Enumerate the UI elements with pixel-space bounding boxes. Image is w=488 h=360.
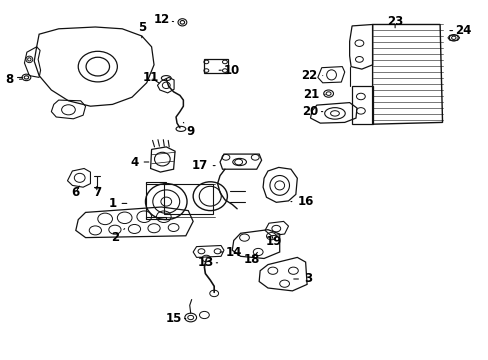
Text: 21: 21 (302, 88, 325, 101)
Text: 11: 11 (142, 71, 159, 84)
Text: 8: 8 (6, 73, 21, 86)
Text: 12: 12 (153, 13, 173, 26)
Bar (163, 184, 212, 214)
Text: 1: 1 (108, 197, 126, 210)
Text: 6: 6 (72, 186, 80, 199)
Text: 10: 10 (219, 64, 240, 77)
Text: 23: 23 (386, 15, 403, 28)
Text: 24: 24 (449, 24, 471, 37)
Bar (204, 59, 227, 73)
Text: 22: 22 (300, 69, 322, 82)
Text: 13: 13 (197, 256, 217, 269)
Text: 19: 19 (265, 235, 282, 248)
Text: 17: 17 (191, 159, 215, 172)
Text: 20: 20 (302, 105, 322, 118)
Text: 3: 3 (293, 273, 311, 285)
Text: 2: 2 (111, 229, 124, 244)
Text: 7: 7 (93, 186, 101, 199)
Text: 4: 4 (130, 156, 148, 168)
Text: 9: 9 (183, 122, 194, 138)
Text: 16: 16 (290, 195, 313, 208)
Text: 18: 18 (243, 252, 260, 266)
Text: 15: 15 (165, 312, 185, 325)
Text: 14: 14 (220, 246, 242, 258)
Text: 5: 5 (138, 21, 145, 38)
